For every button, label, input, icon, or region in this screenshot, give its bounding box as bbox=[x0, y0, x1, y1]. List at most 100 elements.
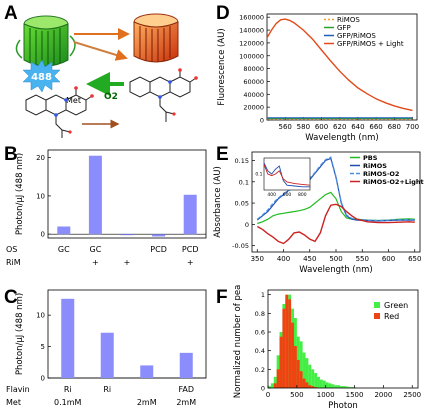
legend-label: RiMOS bbox=[363, 162, 387, 170]
legend-label: RiMOS bbox=[337, 16, 360, 24]
histogram-bar bbox=[319, 379, 323, 388]
y-tick-label: 0.15 bbox=[235, 157, 249, 165]
histogram-bar bbox=[343, 386, 346, 388]
x-tick-label: 2500 bbox=[403, 391, 421, 399]
histogram-bar bbox=[270, 383, 274, 388]
y-tick-label: 60000 bbox=[243, 78, 264, 86]
x-axis-label: Wavelength (nm) bbox=[299, 265, 372, 275]
row-label: RiM bbox=[6, 258, 21, 267]
chart-c: 0 5 10 Photon/μJ (488 nm) Flavin Ri Ri FAD Met 0.… bbox=[6, 289, 207, 407]
y-tick-label: 0 bbox=[245, 221, 249, 229]
plot-frame bbox=[266, 13, 418, 121]
x-tick-label: 1500 bbox=[346, 391, 364, 399]
histogram-bar bbox=[331, 384, 335, 388]
x-tick-label: 0 bbox=[266, 391, 270, 399]
y-tick-label: 0 bbox=[260, 117, 264, 125]
y-tick-label: -0.05 bbox=[232, 242, 249, 250]
bar bbox=[88, 155, 102, 235]
plot-frame bbox=[267, 289, 419, 389]
inset-x-tick-label: 800 bbox=[298, 192, 307, 198]
bar bbox=[152, 234, 166, 237]
y-tick-label: 10 bbox=[36, 312, 45, 320]
laser-starburst-icon: 488 bbox=[22, 59, 61, 93]
histogram-bar bbox=[276, 369, 280, 388]
legend-label: Red bbox=[384, 312, 399, 321]
x-tick-label: 350 bbox=[251, 255, 264, 263]
histogram-bar bbox=[340, 386, 343, 388]
schematic-panel: O2 Met 488 bbox=[15, 13, 198, 138]
histogram-bar bbox=[305, 358, 309, 388]
legend-label: RiMOS·O2+Light bbox=[363, 178, 424, 186]
y-axis-label: Normalized number of peak bbox=[233, 284, 243, 398]
bar bbox=[183, 194, 197, 235]
y-axis-label: Absorbance (AU) bbox=[213, 166, 223, 238]
x-tick-label: 700 bbox=[406, 123, 419, 131]
row-cell-label: + bbox=[124, 258, 131, 267]
bar bbox=[100, 332, 114, 378]
panel-label-e: E bbox=[216, 144, 229, 165]
x-tick-label: 560 bbox=[278, 123, 291, 131]
histogram-bar bbox=[345, 386, 349, 388]
histogram-bar bbox=[291, 322, 294, 388]
histogram-bar bbox=[299, 341, 303, 388]
y-tick-label: 0.8 bbox=[255, 310, 265, 318]
histogram-bar bbox=[305, 382, 309, 388]
row-cell-label: Ri bbox=[103, 385, 111, 394]
histogram-bar bbox=[296, 360, 300, 388]
row-cell-label: GC bbox=[90, 245, 102, 254]
x-tick-label: 650 bbox=[408, 255, 421, 263]
y-tick-label: 0.6 bbox=[255, 329, 265, 337]
histogram-bar bbox=[279, 336, 283, 388]
bar bbox=[140, 365, 154, 378]
bar bbox=[61, 298, 75, 378]
y-axis-label: Fluorescence (AU) bbox=[217, 28, 227, 105]
bar bbox=[120, 234, 134, 236]
histogram-bar bbox=[334, 385, 338, 388]
panel-label-a: A bbox=[4, 3, 18, 24]
y-tick-label: 80000 bbox=[243, 65, 264, 73]
histogram-bar bbox=[337, 385, 341, 388]
x-tick-label: 500 bbox=[329, 255, 342, 263]
x-tick-label: 1000 bbox=[317, 391, 335, 399]
series-line bbox=[256, 156, 415, 222]
histogram-bar bbox=[322, 380, 326, 388]
gfp-barrel-icon bbox=[15, 15, 76, 67]
x-tick-label: 600 bbox=[315, 123, 328, 131]
histogram-bar bbox=[273, 383, 277, 388]
y-tick-label: 0.2 bbox=[255, 366, 265, 374]
legend-swatch bbox=[374, 313, 380, 319]
plot-frame bbox=[47, 149, 207, 239]
x-tick-label: 640 bbox=[351, 123, 364, 131]
series-line bbox=[266, 18, 413, 112]
legend-label: RiMOS·O2 bbox=[363, 170, 399, 178]
x-axis-label: Photon bbox=[328, 401, 358, 411]
legend-swatch bbox=[374, 302, 380, 308]
histogram-bar bbox=[311, 386, 315, 388]
legend-label: Green bbox=[384, 301, 408, 310]
legend-label: PBS bbox=[363, 154, 378, 162]
inset-series-line bbox=[263, 162, 310, 188]
histogram-bar bbox=[325, 382, 329, 388]
panel-label-d: D bbox=[216, 3, 230, 24]
series-line bbox=[256, 203, 415, 245]
bar bbox=[179, 352, 193, 378]
x-tick-label: 680 bbox=[388, 123, 401, 131]
inset-x-tick-label: 600 bbox=[283, 192, 292, 198]
histogram-bar bbox=[314, 387, 318, 388]
y-tick-label: 5 bbox=[41, 343, 45, 351]
chart-f: 0 0.2 0.4 0.6 0.8 1 0 500 1000 1500 2000 2500 Photon… bbox=[233, 284, 421, 411]
met-label: Met bbox=[66, 96, 81, 105]
reduced-flavin-icon bbox=[129, 68, 198, 122]
row-cell-label: FAD bbox=[179, 385, 195, 394]
y-tick-label: 120000 bbox=[239, 39, 264, 47]
inset-y-tick-label: 0.1 bbox=[255, 172, 262, 178]
y-tick-label: 10 bbox=[36, 192, 45, 200]
x-tick-label: 600 bbox=[382, 255, 395, 263]
reduced-arrow bbox=[73, 41, 128, 61]
histogram-bar bbox=[273, 376, 277, 388]
inset-x-tick-label: 400 bbox=[267, 192, 276, 198]
histogram-bar bbox=[299, 371, 303, 388]
x-tick-label: 2000 bbox=[374, 391, 392, 399]
histogram-bar bbox=[311, 369, 315, 388]
